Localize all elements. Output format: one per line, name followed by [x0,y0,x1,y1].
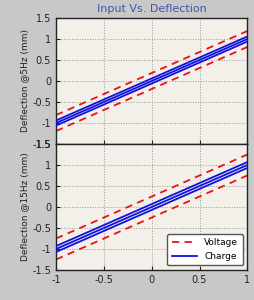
Charge [198,56,201,59]
Line: Voltage: Voltage [56,31,246,115]
Line: Charge: Charge [56,37,246,121]
Line: Charge: Charge [56,162,246,246]
Charge [182,188,185,192]
Voltage [245,153,248,156]
Charge [167,69,170,73]
Charge [245,160,248,164]
Charge [54,244,57,248]
Y-axis label: Deflection @15Hz (mm): Deflection @15Hz (mm) [21,153,29,261]
Charge [167,195,170,198]
Voltage [88,222,91,225]
Charge [54,119,57,122]
Charge [103,223,106,226]
Voltage [88,98,91,102]
Y-axis label: Deflection @5Hz (mm): Deflection @5Hz (mm) [21,29,29,133]
Charge [140,206,144,210]
Voltage [167,187,170,191]
Voltage [182,57,185,61]
Charge [245,35,248,38]
Voltage [198,173,201,177]
Voltage [54,237,57,240]
Charge [140,81,144,84]
Voltage [140,199,144,202]
Voltage [182,181,185,184]
Voltage [54,113,57,117]
Voltage [103,92,106,95]
Charge [88,230,91,233]
Voltage [103,215,106,219]
Voltage [167,64,170,67]
Voltage [198,50,201,54]
Charge [103,97,106,101]
Legend: Voltage, Charge: Voltage, Charge [167,234,242,266]
Line: Voltage: Voltage [56,154,246,238]
Charge [182,63,185,66]
Charge [88,104,91,107]
Voltage [245,29,248,33]
Voltage [140,75,144,79]
Title: Input Vs. Deflection: Input Vs. Deflection [97,4,206,14]
Charge [198,181,201,184]
